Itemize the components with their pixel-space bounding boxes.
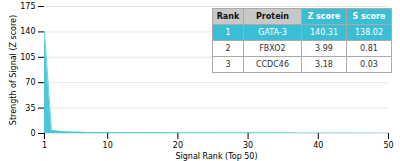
html-text:FBXO2: FBXO2 [259,44,286,53]
html-text:2: 2 [225,44,231,53]
svg-text:70: 70 [25,78,35,87]
svg-text:140: 140 [20,27,35,36]
html-text:GATA-3: GATA-3 [258,28,287,37]
html-text:Rank: Rank [216,12,240,21]
svg-text:175: 175 [20,2,35,11]
svg-text:Signal Rank (Top 50): Signal Rank (Top 50) [175,152,257,161]
svg-text:50: 50 [383,141,393,150]
html-text:Z score: Z score [307,12,341,21]
html-text:138.02: 138.02 [355,28,383,37]
svg-text:105: 105 [20,53,35,62]
html-text:140.31: 140.31 [310,28,338,37]
html-text:3: 3 [225,60,231,69]
html-text:0.03: 0.03 [360,60,378,69]
svg-text:Strength of Signal (Z score): Strength of Signal (Z score) [9,15,18,125]
svg-text:10: 10 [103,141,113,150]
svg-text:0: 0 [30,129,35,138]
html-text:CCDC46: CCDC46 [255,60,289,69]
html-text:3.18: 3.18 [315,60,333,69]
html-text:S score: S score [352,12,386,21]
svg-text:35: 35 [25,104,35,113]
html-text:0.81: 0.81 [360,44,378,53]
svg-text:1: 1 [42,141,47,150]
svg-text:20: 20 [173,141,183,150]
svg-text:40: 40 [313,141,323,150]
html-text:1: 1 [225,28,231,37]
svg-text:30: 30 [243,141,253,150]
html-text:Protein: Protein [256,12,289,21]
html-text:3.99: 3.99 [315,44,333,53]
